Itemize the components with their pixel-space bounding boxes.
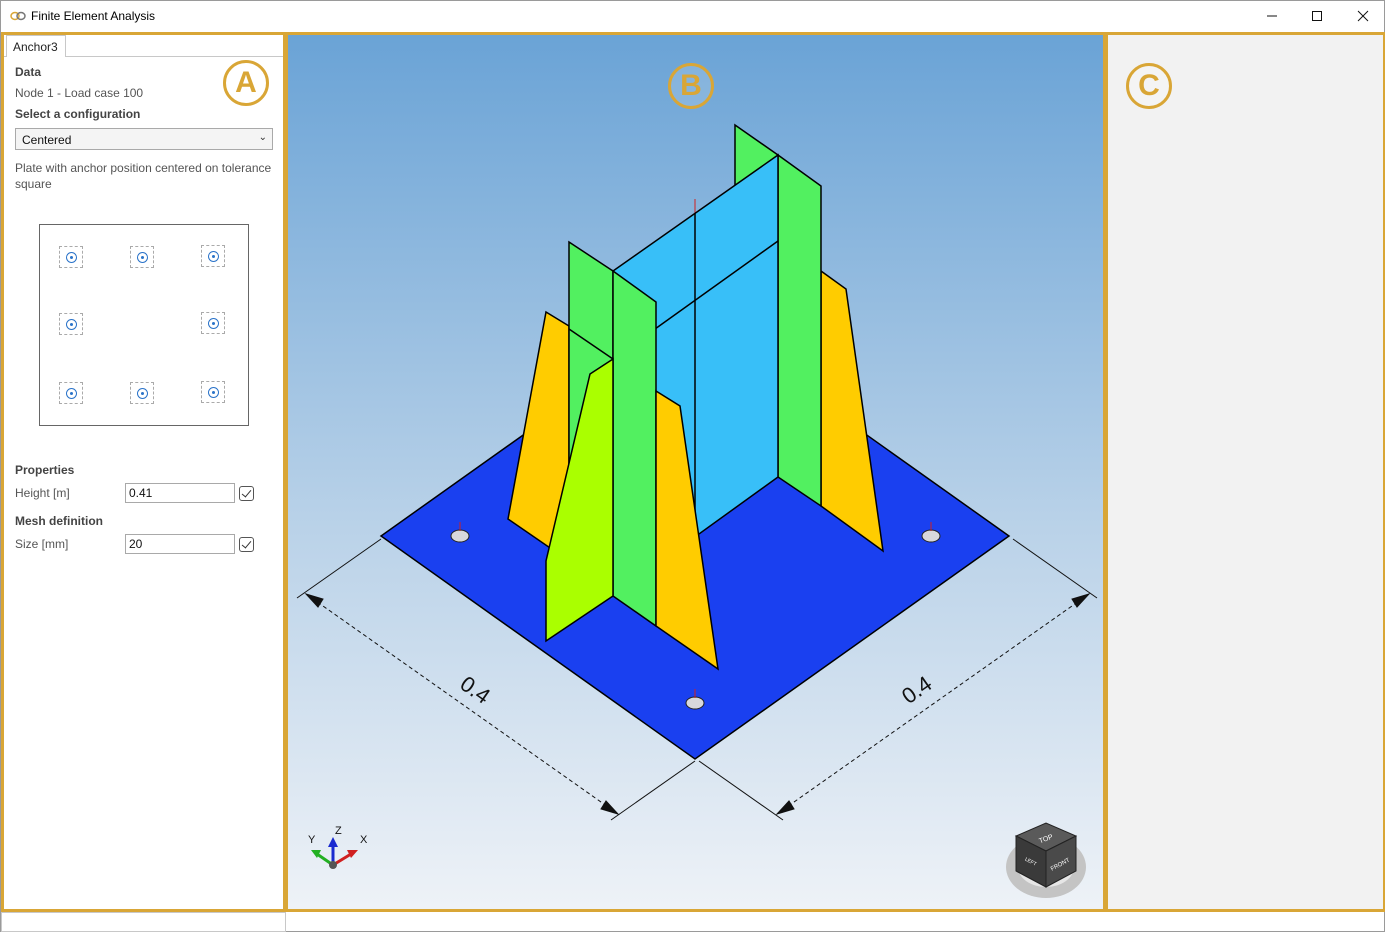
minimize-button[interactable]: [1249, 1, 1295, 31]
panel-c-badge: C: [1126, 63, 1172, 109]
node-info: Node 1 - Load case 100: [15, 86, 144, 100]
anchor-marker-icon: [59, 313, 83, 335]
height-input[interactable]: [125, 483, 235, 503]
panel-a-badge: A: [223, 60, 269, 106]
anchor-marker-icon: [201, 381, 225, 403]
axis-label-y: Y: [308, 834, 316, 846]
configuration-heading: Select a configuration: [15, 107, 141, 121]
configuration-description: Plate with anchor position centered on t…: [15, 161, 272, 191]
tab-anchor3[interactable]: Anchor3: [6, 35, 66, 57]
anchor-marker-icon: [130, 382, 154, 404]
stiffener-front-left: [545, 357, 614, 643]
maximize-button[interactable]: [1294, 1, 1340, 31]
close-icon: [1357, 10, 1369, 22]
size-checkbox[interactable]: [239, 537, 254, 552]
maximize-icon: [1312, 11, 1322, 21]
properties-panel: Anchor3 A Data Node 1 - Load case 100 Se…: [1, 32, 286, 912]
minimize-icon: [1267, 15, 1277, 17]
flange-front-right: [612, 269, 657, 628]
axis-label-x: X: [360, 834, 368, 846]
axis-triad-icon: Y Z X: [308, 825, 368, 869]
chevron-down-icon: ⌄: [258, 132, 267, 143]
anchor-marker-icon: [59, 246, 83, 268]
anchor-layout-preview: [39, 224, 249, 426]
stiffener-back-right: [820, 269, 884, 553]
anchor-marker-icon: [59, 382, 83, 404]
axis-label-z: Z: [335, 825, 342, 837]
close-button[interactable]: [1340, 1, 1385, 31]
height-label: Height [m]: [15, 486, 70, 500]
window-title: Finite Element Analysis: [31, 9, 156, 23]
anchor-marker-icon: [201, 245, 225, 267]
anchor-marker-icon: [130, 246, 154, 268]
title-bar: Finite Element Analysis: [1, 1, 1384, 31]
view-cube-left: LEFT: [1024, 857, 1038, 868]
view-cube-top: TOP: [1038, 834, 1054, 846]
panel-b-badge: B: [668, 63, 714, 109]
dimension-left: [296, 538, 696, 821]
height-checkbox[interactable]: [239, 486, 254, 501]
results-panel: C: [1105, 32, 1385, 912]
size-input[interactable]: [125, 534, 235, 554]
3d-viewport[interactable]: 0.4 0.4 Y Z X TOP: [285, 32, 1106, 912]
stiffener-front-right: [655, 389, 719, 671]
anchor-marker-icon: [201, 312, 225, 334]
dimension-label-right: 0.4: [897, 671, 936, 709]
view-cube[interactable]: TOP FRONT LEFT: [1006, 822, 1086, 898]
mesh-heading: Mesh definition: [15, 514, 103, 528]
model-scene: 0.4 0.4 Y Z X TOP: [296, 123, 1098, 898]
data-heading: Data: [15, 65, 42, 79]
app-logo-icon: [10, 11, 26, 21]
configuration-select[interactable]: Centered ⌄: [15, 128, 273, 150]
properties-heading: Properties: [15, 463, 75, 477]
flange-back-right: [777, 153, 822, 508]
anchor-holes: [450, 522, 941, 710]
size-label: Size [mm]: [15, 537, 69, 551]
configuration-value: Centered: [22, 133, 72, 147]
tab-strip: Anchor3: [4, 35, 283, 57]
dimension-right: [698, 538, 1098, 821]
status-bar: [1, 912, 286, 932]
